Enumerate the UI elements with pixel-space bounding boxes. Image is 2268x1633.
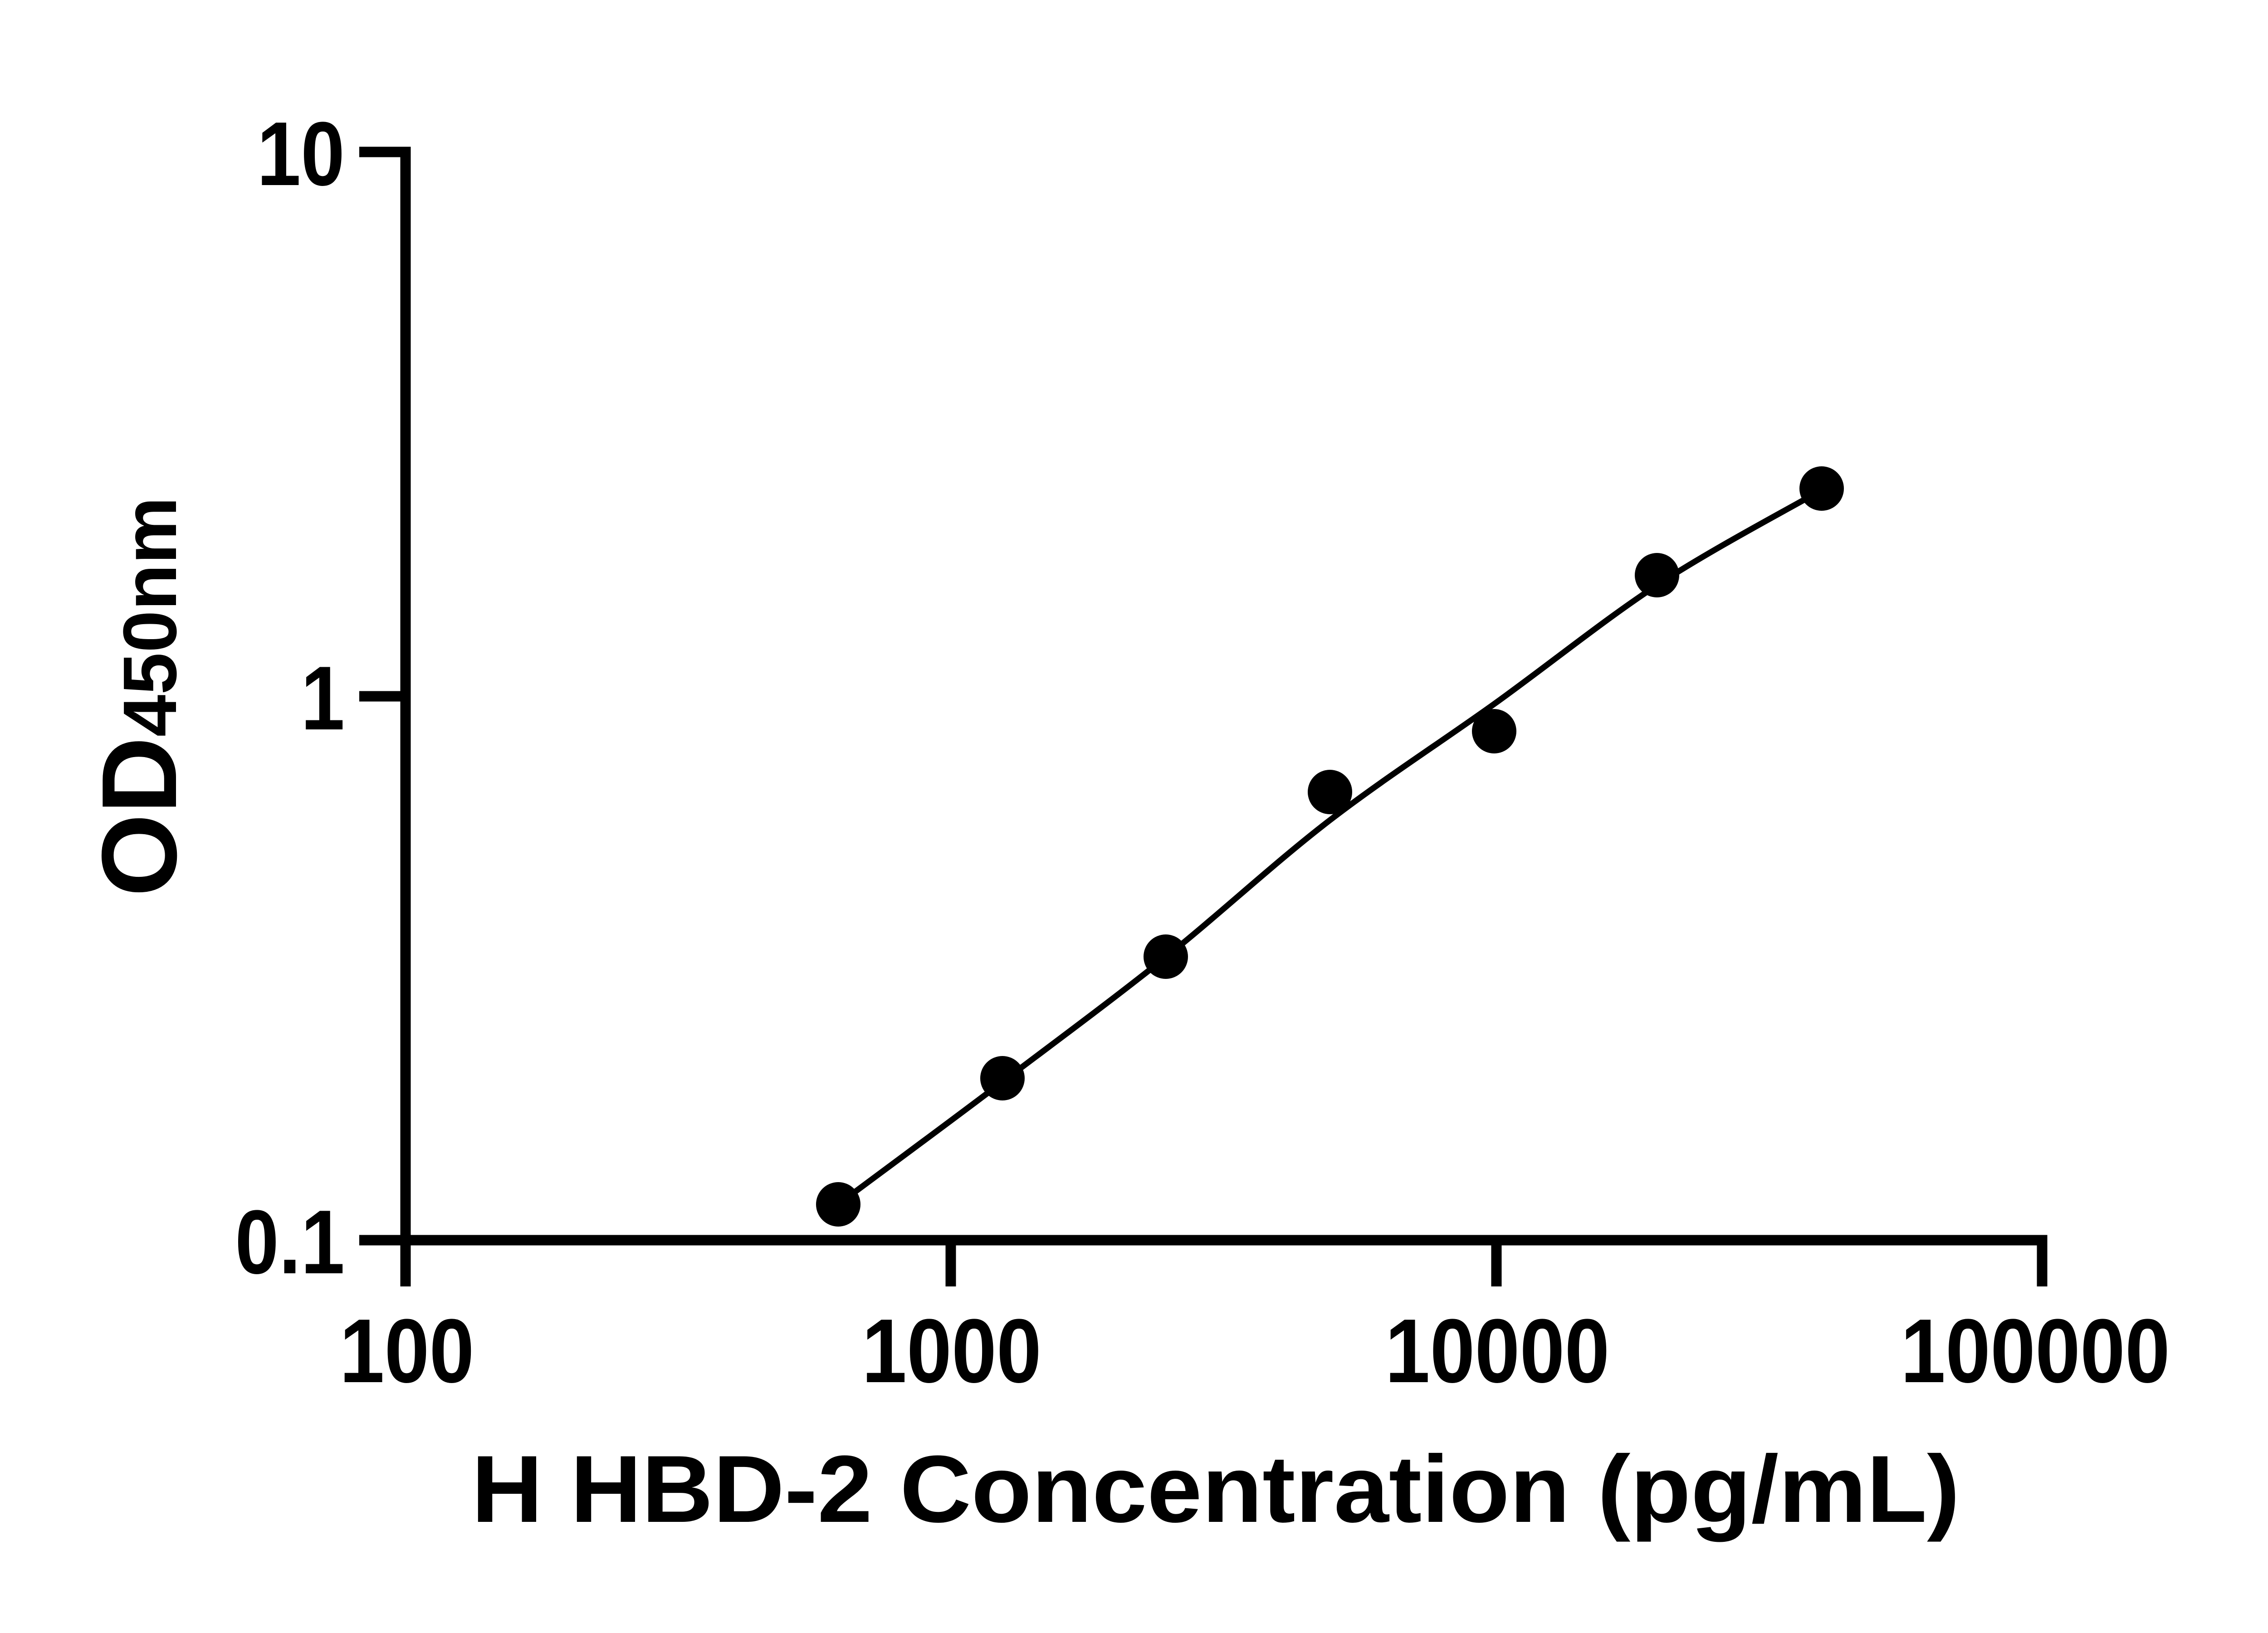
svg-text:1: 1 — [301, 647, 345, 749]
svg-text:10: 10 — [257, 103, 345, 205]
svg-text:1000: 1000 — [862, 1301, 1041, 1402]
svg-text:H HBD-2 Concentration (pg/mL): H HBD-2 Concentration (pg/mL) — [471, 1436, 1960, 1543]
svg-text:100000: 100000 — [1901, 1301, 2170, 1402]
svg-text:10000: 10000 — [1385, 1301, 1610, 1402]
svg-text:100: 100 — [340, 1301, 474, 1402]
svg-text:0.1: 0.1 — [235, 1191, 345, 1293]
